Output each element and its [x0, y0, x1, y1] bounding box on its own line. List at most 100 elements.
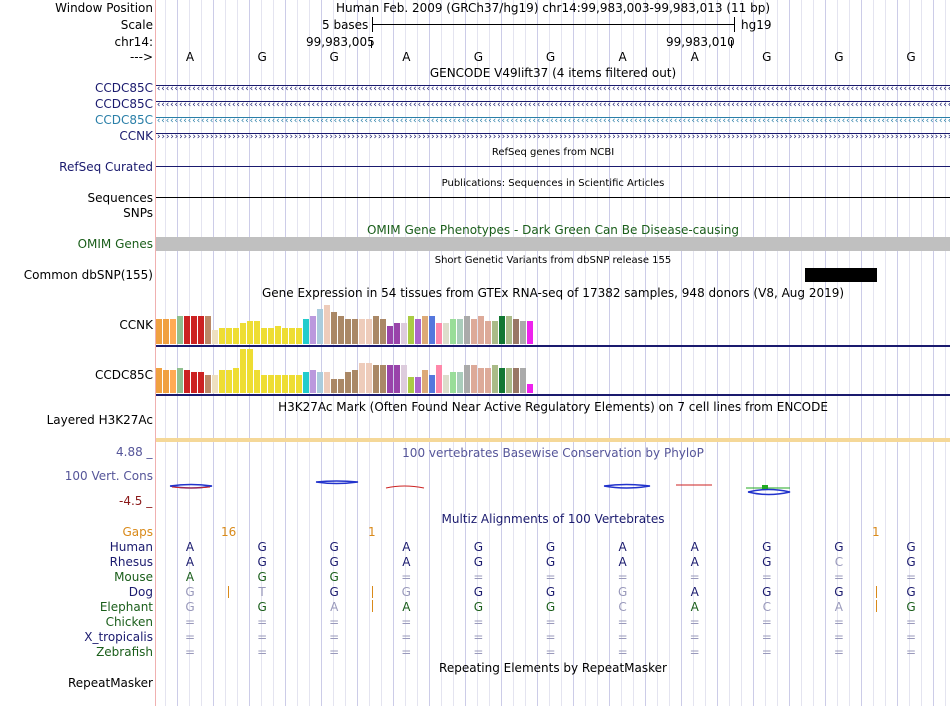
gtex-tissue-bar[interactable] — [184, 370, 190, 393]
gtex-tissue-bar[interactable] — [478, 316, 484, 344]
snps-label[interactable]: SNPs — [123, 206, 153, 220]
gtex-tissue-bar[interactable] — [450, 372, 456, 393]
gtex-tissue-bar[interactable] — [317, 309, 323, 344]
gtex-tissue-bar[interactable] — [401, 365, 407, 393]
publications-line[interactable] — [156, 197, 950, 198]
omim-gene-bar[interactable] — [156, 237, 950, 251]
gtex-tissue-bar[interactable] — [464, 316, 470, 344]
gtex-tissue-bar[interactable] — [303, 372, 309, 393]
gtex-tissue-bar[interactable] — [275, 375, 281, 393]
gtex-tissue-bar[interactable] — [352, 319, 358, 344]
gtex-tissue-bar[interactable] — [352, 370, 358, 393]
gtex-tissue-bar[interactable] — [387, 365, 393, 393]
gtex-tissue-bar[interactable] — [331, 379, 337, 393]
refseq-title[interactable]: RefSeq genes from NCBI — [491, 147, 615, 158]
gtex-tissue-bar[interactable] — [373, 365, 379, 393]
gencode-track-label[interactable]: CCDC85C — [94, 81, 153, 95]
gtex-tissue-bar[interactable] — [191, 316, 197, 344]
gtex-tissue-bar[interactable] — [527, 384, 533, 393]
gtex-tissue-bar[interactable] — [422, 316, 428, 344]
species-label[interactable]: Elephant — [99, 600, 153, 614]
gtex-tissue-bar[interactable] — [345, 319, 351, 344]
repeatmasker-title[interactable]: Repeating Elements by RepeatMasker — [439, 661, 667, 675]
gtex-tissue-bar[interactable] — [436, 365, 442, 393]
gtex-tissue-bar[interactable] — [212, 330, 218, 344]
gtex-tissue-bar[interactable] — [247, 349, 253, 393]
gtex-tissue-bar[interactable] — [261, 375, 267, 393]
gtex-tissue-bar[interactable] — [408, 316, 414, 344]
gtex-title[interactable]: Gene Expression in 54 tissues from GTEx … — [261, 286, 845, 300]
gtex-tissue-bar[interactable] — [254, 370, 260, 393]
gtex-tissue-bar[interactable] — [296, 328, 302, 344]
gencode-track-label[interactable]: CCNK — [119, 129, 153, 143]
dbsnp-label[interactable]: Common dbSNP(155) — [23, 268, 153, 282]
gtex-tissue-bar[interactable] — [289, 328, 295, 344]
gtex-tissue-bar[interactable] — [282, 375, 288, 393]
gtex-tissue-bar[interactable] — [324, 372, 330, 393]
gtex-tissue-bar[interactable] — [163, 370, 169, 393]
publications-label[interactable]: Sequences — [87, 191, 153, 205]
repeatmasker-label[interactable]: RepeatMasker — [67, 676, 153, 690]
gtex-tissue-bar[interactable] — [282, 328, 288, 344]
gtex-tissue-bar[interactable] — [429, 316, 435, 344]
gtex-tissue-bar[interactable] — [387, 326, 393, 344]
species-label[interactable]: Mouse — [114, 570, 153, 584]
gtex-tissue-bar[interactable] — [394, 323, 400, 344]
gtex-tissue-bar[interactable] — [471, 319, 477, 344]
dbsnp-title[interactable]: Short Genetic Variants from dbSNP releas… — [434, 255, 672, 266]
gtex-tissue-bar[interactable] — [415, 377, 421, 393]
species-label[interactable]: Rhesus — [109, 555, 153, 569]
gtex-tissue-bar[interactable] — [268, 328, 274, 344]
gtex-tissue-bar[interactable] — [254, 321, 260, 344]
gtex-tissue-bar[interactable] — [450, 319, 456, 344]
gtex-tissue-bar[interactable] — [366, 363, 372, 393]
gtex-tissue-bar[interactable] — [338, 379, 344, 393]
phylop-title[interactable]: 100 vertebrates Basewise Conservation by… — [402, 446, 704, 460]
gtex-tissue-bar[interactable] — [429, 375, 435, 393]
species-label[interactable]: X_tropicalis — [84, 630, 153, 644]
gtex-tissue-bar[interactable] — [485, 368, 491, 393]
gencode-transcript-line[interactable]: ‹‹‹‹‹‹‹‹‹‹‹‹‹‹‹‹‹‹‹‹‹‹‹‹‹‹‹‹‹‹‹‹‹‹‹‹‹‹‹‹… — [156, 101, 950, 107]
species-label[interactable]: Human — [109, 540, 153, 554]
gencode-title[interactable]: GENCODE V49lift37 (4 items filtered out) — [429, 66, 677, 80]
refseq-gene-line[interactable] — [156, 166, 950, 167]
gtex-tissue-bar[interactable] — [485, 321, 491, 344]
gtex-tissue-bar[interactable] — [373, 316, 379, 344]
phylop-label[interactable]: 100 Vert. Cons — [64, 469, 153, 483]
gtex-tissue-bar[interactable] — [331, 312, 337, 344]
gtex-tissue-bar[interactable] — [310, 370, 316, 393]
gtex-tissue-bar[interactable] — [226, 328, 232, 344]
gtex-tissue-bar[interactable] — [324, 305, 330, 344]
gtex-tissue-bar[interactable] — [457, 319, 463, 344]
h3k27ac-label[interactable]: Layered H3K27Ac — [46, 413, 153, 427]
gtex-tissue-bar[interactable] — [275, 326, 281, 344]
gtex-tissue-bar[interactable] — [506, 316, 512, 344]
gtex-tissue-bar[interactable] — [478, 368, 484, 393]
gtex-tissue-bar[interactable] — [261, 328, 267, 344]
gtex-tissue-bar[interactable] — [184, 316, 190, 344]
gtex-tissue-bar[interactable] — [247, 321, 253, 344]
gtex-tissue-bar[interactable] — [464, 365, 470, 393]
gtex-tissue-bar[interactable] — [163, 319, 169, 344]
gencode-transcript-line[interactable]: ››››››››››››››››››››››››››››››››››››››››… — [156, 133, 950, 139]
gtex-tissue-bar[interactable] — [520, 321, 526, 344]
gtex-tissue-bar[interactable] — [268, 375, 274, 393]
gtex-tissue-bar[interactable] — [527, 321, 533, 344]
gtex-tissue-bar[interactable] — [289, 375, 295, 393]
h3k27ac-signal[interactable] — [156, 438, 950, 442]
gtex-tissue-bar[interactable] — [380, 319, 386, 344]
gtex-tissue-bar[interactable] — [422, 370, 428, 393]
gtex-tissue-bar[interactable] — [205, 375, 211, 393]
species-label[interactable]: Zebrafish — [96, 645, 153, 659]
gtex-tissue-bar[interactable] — [380, 365, 386, 393]
gtex-tissue-bar[interactable] — [177, 368, 183, 393]
gtex-tissue-bar[interactable] — [317, 372, 323, 393]
gtex-tissue-bar[interactable] — [506, 368, 512, 393]
gtex-ccnk-label[interactable]: CCNK — [119, 318, 153, 332]
gtex-tissue-bar[interactable] — [205, 316, 211, 344]
gencode-transcript-line[interactable]: ‹‹‹‹‹‹‹‹‹‹‹‹‹‹‹‹‹‹‹‹‹‹‹‹‹‹‹‹‹‹‹‹‹‹‹‹‹‹‹‹… — [156, 85, 950, 91]
gtex-tissue-bar[interactable] — [177, 316, 183, 344]
gencode-track-label[interactable]: CCDC85C — [94, 97, 153, 111]
gtex-tissue-bar[interactable] — [492, 321, 498, 344]
species-label[interactable]: Chicken — [105, 615, 153, 629]
